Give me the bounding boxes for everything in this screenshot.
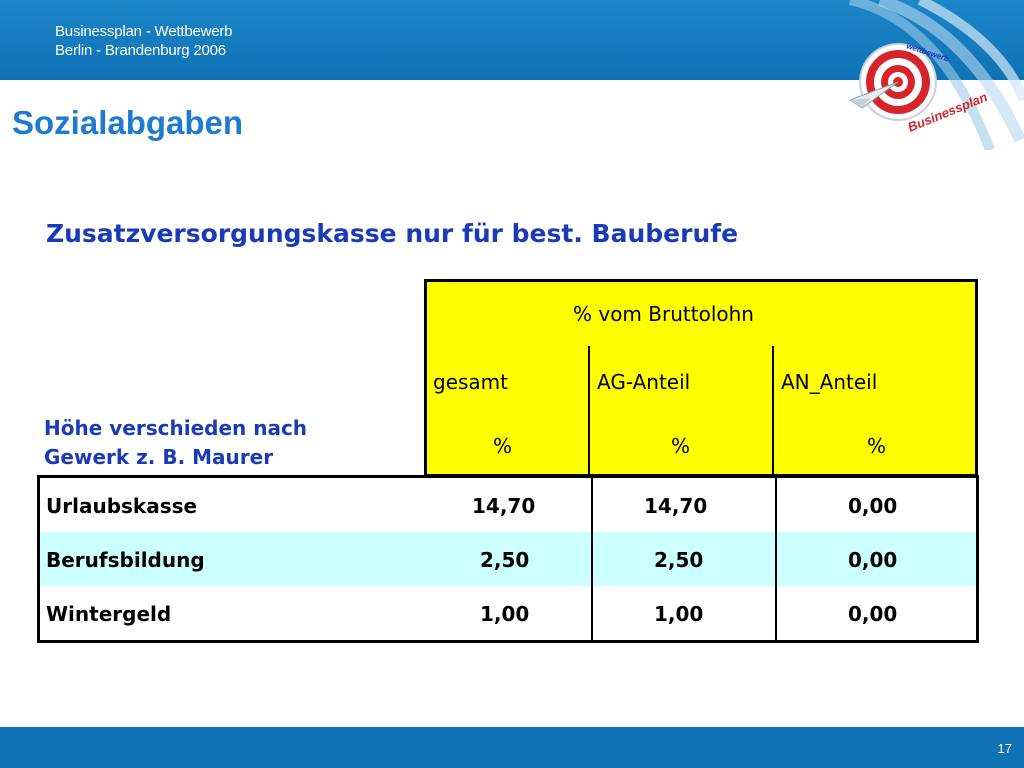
row-label: Wintergeld [46, 602, 172, 626]
table-header-box: % vom Bruttolohn gesamt AG-Anteil AN_Ant… [424, 279, 978, 477]
table-row: Wintergeld 1,00 1,00 0,00 [40, 586, 976, 640]
cell-ag-anteil: 2,50 [654, 548, 704, 572]
cell-an-anteil: 0,00 [848, 548, 898, 572]
header-divider [772, 346, 774, 474]
unit-ag-anteil: % [671, 434, 691, 458]
column-divider [775, 478, 777, 640]
table-row: Berufsbildung 2,50 2,50 0,00 [40, 532, 976, 586]
note-line-2: Gewerk z. B. Maurer [44, 445, 274, 469]
row-label: Berufsbildung [46, 548, 205, 572]
cell-ag-anteil: 1,00 [654, 602, 704, 626]
businessplan-logo: wettbewerb Businessplan [790, 0, 1024, 152]
column-header-an-anteil: AN_Anteil [781, 370, 878, 394]
page-title: Sozialabgaben [12, 104, 244, 141]
data-table: Urlaubskasse 14,70 14,70 0,00 Berufsbild… [37, 475, 979, 643]
header-bar: Businessplan - Wettbewerb Berlin - Brand… [0, 0, 1024, 80]
note-text: Höhe verschieden nach Gewerk z. B. Maure… [44, 414, 307, 472]
note-line-1: Höhe verschieden nach [44, 416, 308, 440]
table-row: Urlaubskasse 14,70 14,70 0,00 [40, 478, 976, 532]
cell-ag-anteil: 14,70 [644, 494, 708, 518]
header-title-line2: Berlin - Brandenburg 2006 [55, 42, 226, 59]
column-group-header: % vom Bruttolohn [573, 302, 754, 326]
cell-gesamt: 2,50 [480, 548, 530, 572]
header-divider [588, 346, 590, 474]
cell-an-anteil: 0,00 [848, 602, 898, 626]
unit-gesamt: % [493, 434, 513, 458]
slide-subtitle: Zusatzversorgungskasse nur für best. Bau… [46, 219, 739, 248]
column-header-gesamt: gesamt [433, 370, 508, 394]
page-number: 17 [997, 741, 1012, 756]
header-title-line1: Businessplan - Wettbewerb [55, 23, 233, 40]
cell-gesamt: 1,00 [480, 602, 530, 626]
footer-bar: 17 [0, 727, 1024, 768]
column-divider [591, 478, 593, 640]
unit-an-anteil: % [867, 434, 887, 458]
target-logo-icon: wettbewerb Businessplan [848, 0, 1024, 152]
column-header-ag-anteil: AG-Anteil [597, 370, 691, 394]
cell-gesamt: 14,70 [472, 494, 536, 518]
cell-an-anteil: 0,00 [848, 494, 898, 518]
row-label: Urlaubskasse [46, 494, 198, 518]
